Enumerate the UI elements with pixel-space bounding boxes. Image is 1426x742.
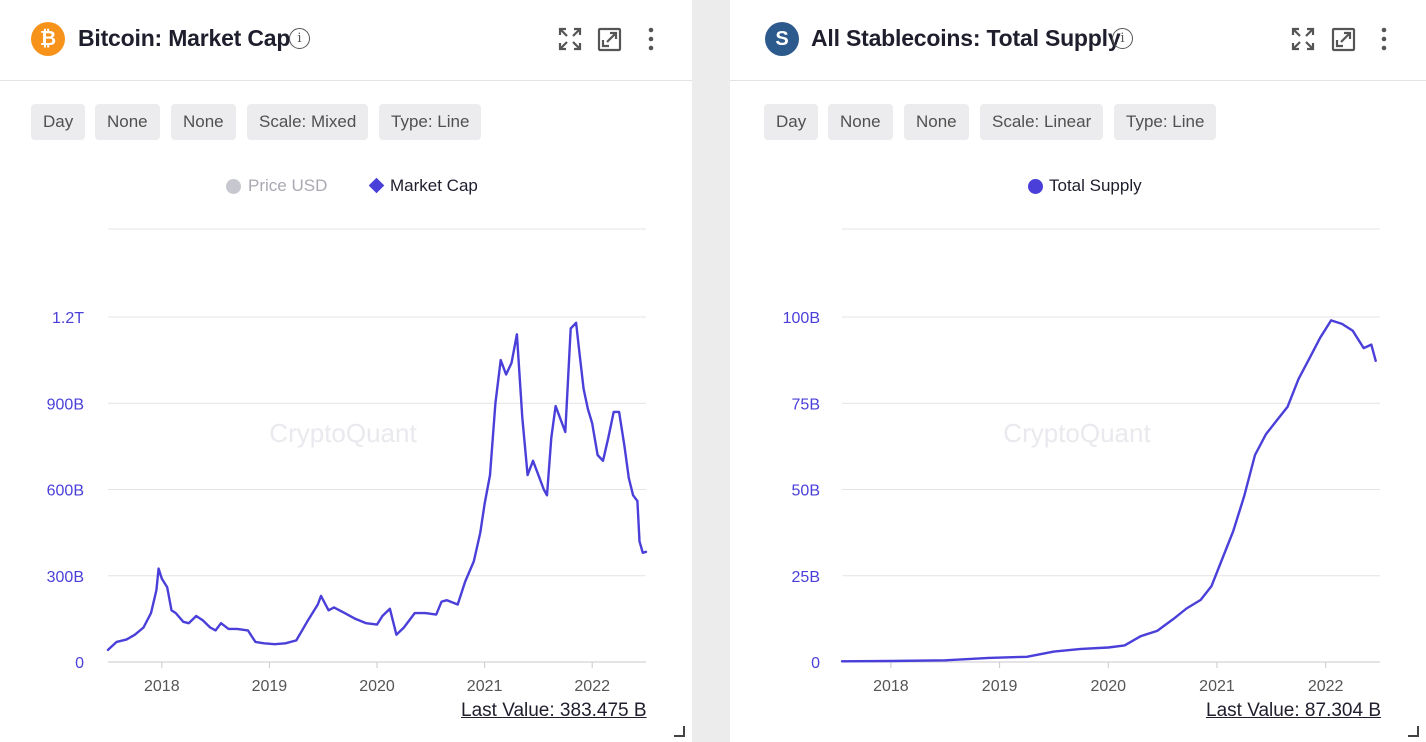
- fullscreen-icon[interactable]: [557, 26, 583, 52]
- legend-marker: [226, 179, 241, 194]
- info-icon[interactable]: i: [289, 28, 310, 49]
- x-tick-label: 2019: [982, 678, 1018, 695]
- window-button[interactable]: None: [904, 104, 969, 140]
- chart-type-button[interactable]: Type: Line: [1114, 104, 1217, 140]
- stablecoin-icon: S: [765, 22, 799, 56]
- y-tick-label: 25B: [792, 569, 820, 586]
- window-button[interactable]: None: [171, 104, 236, 140]
- legend-label: Total Supply: [1049, 176, 1142, 195]
- resize-handle[interactable]: [674, 726, 685, 737]
- y-tick-label: 300B: [47, 569, 84, 586]
- x-tick-label: 2022: [574, 678, 610, 695]
- x-tick-label: 2021: [1199, 678, 1235, 695]
- series-line: [106, 321, 648, 652]
- panel-header: S All Stablecoins: Total Supply i: [730, 0, 1426, 81]
- expand-icon[interactable]: [597, 26, 623, 52]
- y-tick-label: 0: [811, 655, 820, 672]
- y-tick-label: 600B: [47, 483, 84, 500]
- legend-label: Market Cap: [390, 176, 478, 195]
- x-tick-label: 2019: [252, 678, 288, 695]
- scale-button[interactable]: Scale: Mixed: [247, 104, 369, 140]
- legend-marker: [1028, 179, 1043, 194]
- y-tick-label: 900B: [47, 396, 84, 413]
- x-tick-label: 2018: [144, 678, 180, 695]
- info-icon[interactable]: i: [1112, 28, 1133, 49]
- legend-label: Price USD: [248, 176, 328, 195]
- watermark: CryptoQuant: [269, 418, 417, 448]
- panel-header: ₿ Bitcoin: Market Cap i: [0, 0, 692, 81]
- interval-day-button[interactable]: Day: [31, 104, 86, 140]
- watermark: CryptoQuant: [1003, 418, 1151, 448]
- interval-day-button[interactable]: Day: [764, 104, 819, 140]
- chart-title: All Stablecoins: Total Supply: [811, 25, 1121, 51]
- last-value-link[interactable]: Last Value: 383.475 B: [461, 700, 647, 721]
- y-tick-label: 50B: [792, 483, 820, 500]
- bitcoin-icon: ₿: [31, 22, 65, 56]
- scale-button[interactable]: Scale: Linear: [980, 104, 1104, 140]
- moving-average-button[interactable]: None: [828, 104, 893, 140]
- expand-icon[interactable]: [1331, 26, 1357, 52]
- y-tick-label: 100B: [783, 310, 820, 327]
- moving-average-button[interactable]: None: [95, 104, 160, 140]
- fullscreen-icon[interactable]: [1290, 26, 1316, 52]
- x-tick-label: 2020: [1090, 678, 1126, 695]
- y-tick-label: 0: [75, 655, 84, 672]
- stablecoins-supply-panel: S All Stablecoins: Total Supply i Day No…: [730, 0, 1426, 742]
- chart-type-button[interactable]: Type: Line: [379, 104, 482, 140]
- y-tick-label: 1.2T: [52, 310, 84, 327]
- x-tick-label: 2021: [467, 678, 503, 695]
- resize-handle[interactable]: [1408, 726, 1419, 737]
- x-tick-label: 2022: [1308, 678, 1344, 695]
- x-tick-label: 2018: [873, 678, 909, 695]
- chart-title: Bitcoin: Market Cap: [78, 25, 291, 51]
- series-line: [840, 319, 1377, 663]
- legend-marker: [368, 177, 385, 194]
- y-tick-label: 75B: [792, 396, 820, 413]
- more-options-icon[interactable]: [1371, 26, 1397, 52]
- last-value-link[interactable]: Last Value: 87.304 B: [1206, 700, 1381, 721]
- x-tick-label: 2020: [359, 678, 395, 695]
- bitcoin-market-cap-panel: ₿ Bitcoin: Market Cap i Day None None Sc…: [0, 0, 692, 742]
- total-supply-chart[interactable]: 0 25B 50B 75B 100B 2018 2019 2020 2021 2022 Crypto…: [730, 200, 1426, 700]
- more-options-icon[interactable]: [638, 26, 664, 52]
- market-cap-chart[interactable]: 0 300B 600B 900B 1.2T 2018 2019 2020 2021 2022 Cry…: [0, 200, 692, 700]
